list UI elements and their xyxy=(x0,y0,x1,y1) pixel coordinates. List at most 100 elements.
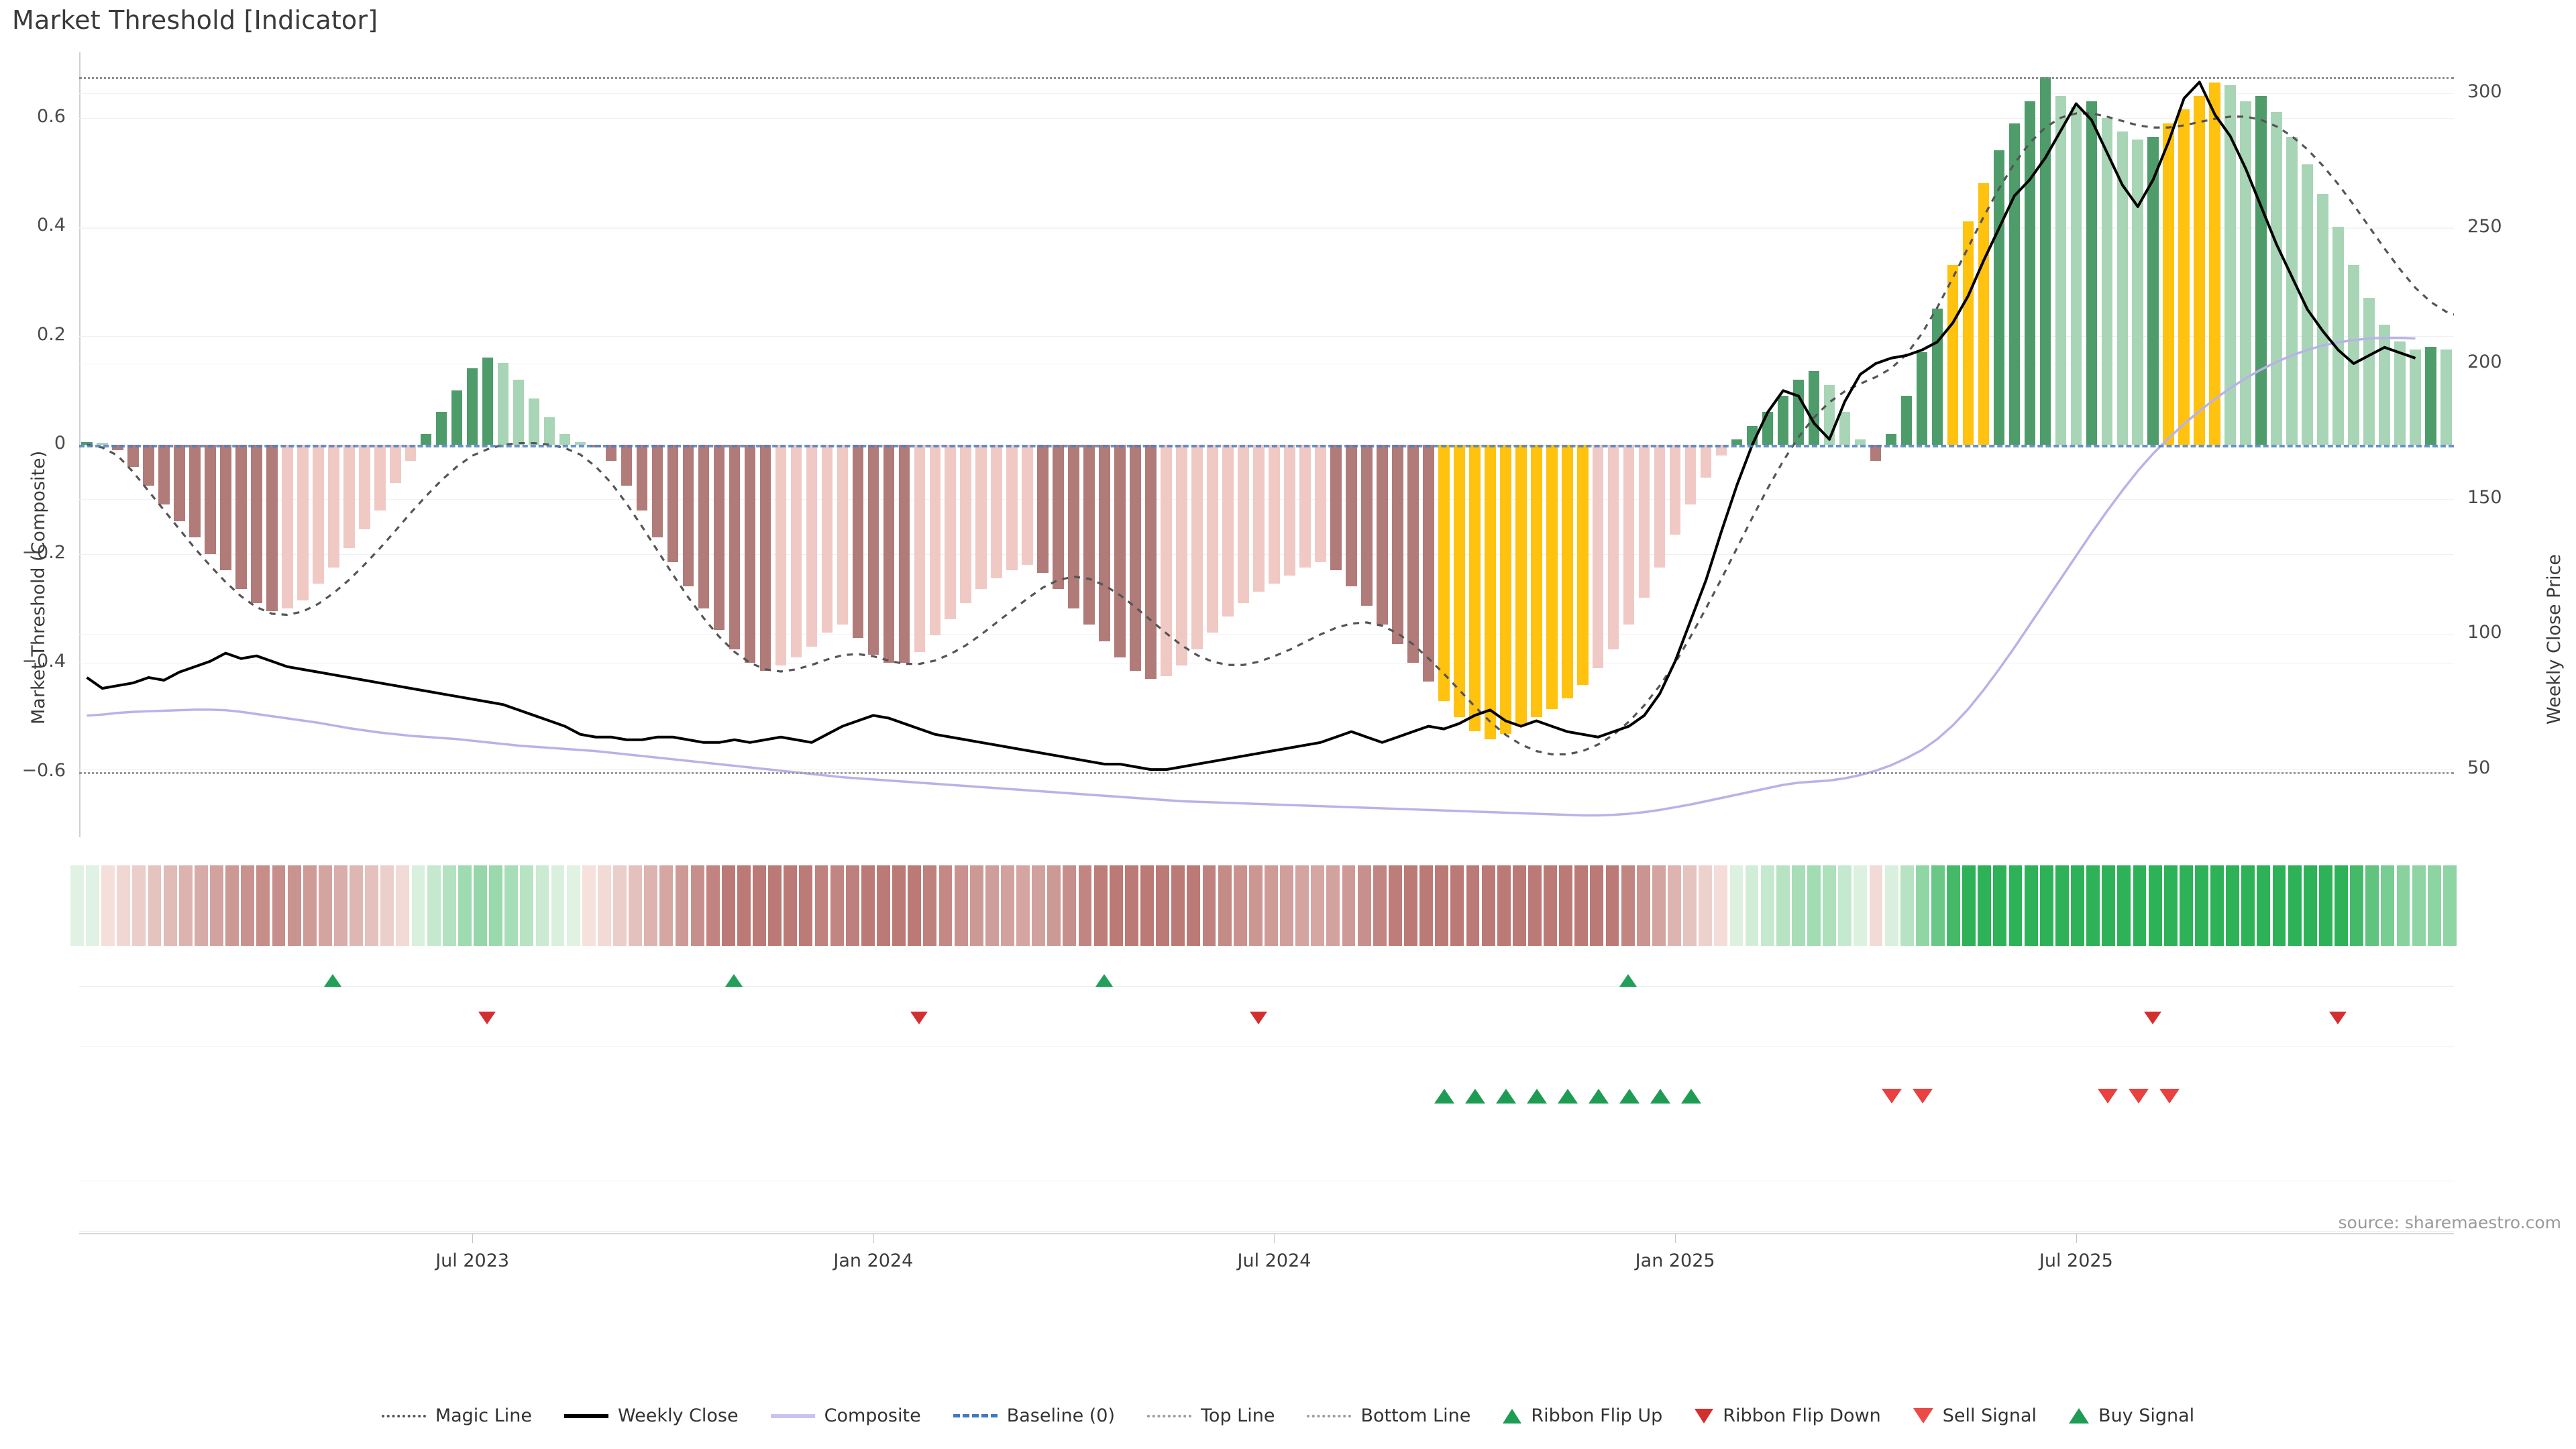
legend-item[interactable]: Magic Line xyxy=(381,1405,532,1426)
histogram-bar xyxy=(2302,164,2313,445)
ribbon-cell xyxy=(814,865,828,946)
ribbon-cell xyxy=(2210,865,2224,946)
ribbon-cell xyxy=(210,865,223,946)
histogram-bar xyxy=(2379,325,2390,445)
histogram-bar xyxy=(1454,445,1465,718)
dotted-line-icon xyxy=(1147,1414,1192,1417)
ribbon-cell xyxy=(1931,865,1945,946)
ribbon-cell xyxy=(1978,865,1992,946)
histogram-bar xyxy=(1715,445,1727,456)
bottom-line xyxy=(79,771,2454,774)
histogram-bar xyxy=(574,441,586,445)
histogram-bar xyxy=(143,445,154,486)
ribbon-cell xyxy=(1450,865,1464,946)
histogram-bar xyxy=(405,445,417,462)
legend-item[interactable]: Buy Signal xyxy=(2069,1405,2194,1426)
histogram-bar xyxy=(528,398,540,445)
ribbon-cell xyxy=(411,865,425,946)
y-tick-right: 200 xyxy=(2467,351,2502,372)
histogram-bar xyxy=(1530,445,1542,718)
histogram-bar xyxy=(435,412,447,445)
ribbon-cell xyxy=(1388,865,1402,946)
ribbon-cell xyxy=(908,865,922,946)
legend-item[interactable]: Composite xyxy=(770,1405,921,1426)
histogram-bar xyxy=(1777,395,1789,445)
y-tick-left: −0.2 xyxy=(21,541,66,563)
histogram-bar xyxy=(1561,445,1573,698)
legend-item[interactable]: Ribbon Flip Down xyxy=(1695,1405,1881,1426)
histogram-bar xyxy=(2116,131,2129,445)
ribbon-cell xyxy=(1326,865,1340,946)
ribbon-cell xyxy=(535,865,549,946)
histogram-bar xyxy=(1361,445,1373,606)
histogram-bar xyxy=(2070,107,2082,445)
ribbon-cell xyxy=(2365,865,2379,946)
ribbon-cell xyxy=(2381,865,2395,946)
ribbon-cell xyxy=(2257,865,2271,946)
ribbon-cell xyxy=(582,865,596,946)
ribbon-cell xyxy=(861,865,875,946)
ribbon-cell xyxy=(2241,865,2255,946)
ribbon-cell xyxy=(1280,865,1293,946)
histogram-bar xyxy=(251,445,262,603)
legend-item[interactable]: Ribbon Flip Up xyxy=(1503,1405,1662,1426)
x-tick xyxy=(1675,1234,1676,1243)
histogram-bar xyxy=(205,445,216,554)
histogram-bar xyxy=(1022,445,1033,565)
ribbon-flip-down-marker xyxy=(910,1012,928,1024)
histogram-bar xyxy=(174,445,185,521)
legend-item-label: Weekly Close xyxy=(618,1405,739,1426)
histogram-bar xyxy=(2240,101,2251,445)
histogram-bar xyxy=(605,445,617,462)
ribbon-cell xyxy=(520,865,534,946)
histogram-bar xyxy=(451,390,463,445)
ribbon-cell xyxy=(2226,865,2240,946)
x-tick xyxy=(1274,1234,1275,1243)
solid-line-icon xyxy=(770,1413,815,1418)
ribbon-cell xyxy=(1093,865,1108,946)
composite-line xyxy=(87,337,2416,817)
ribbon-cell xyxy=(1683,865,1697,946)
ribbon-cell xyxy=(1373,865,1387,946)
ribbon-cell xyxy=(1544,865,1557,946)
ribbon-cell xyxy=(117,865,131,946)
histogram-bar xyxy=(1684,445,1697,505)
ribbon-cell xyxy=(690,865,704,946)
histogram-bar xyxy=(2194,96,2205,445)
ribbon-cell xyxy=(1776,865,1790,946)
histogram-bar xyxy=(1392,445,1403,644)
page-title: Market Threshold [Indicator] xyxy=(12,5,378,35)
histogram-bar xyxy=(2209,82,2220,445)
legend-item[interactable]: Top Line xyxy=(1147,1405,1275,1426)
legend-item[interactable]: Bottom Line xyxy=(1307,1405,1470,1426)
x-tick-label: Jul 2023 xyxy=(435,1250,510,1271)
ribbon-cell xyxy=(1993,865,2007,946)
ribbon-cell xyxy=(1435,865,1449,946)
legend-item[interactable]: Baseline (0) xyxy=(953,1405,1115,1426)
histogram-bar xyxy=(1885,433,1897,445)
ribbon-cell xyxy=(1156,865,1170,946)
histogram-bar xyxy=(806,445,818,647)
ribbon-cell xyxy=(892,865,906,946)
ribbon-cell xyxy=(1109,865,1123,946)
histogram-bar xyxy=(1638,445,1650,598)
legend-item-label: Composite xyxy=(824,1405,921,1426)
histogram-bar xyxy=(389,445,401,483)
ribbon-cell xyxy=(70,865,84,946)
ribbon-cell xyxy=(1512,865,1526,946)
legend-item[interactable]: Weekly Close xyxy=(564,1405,739,1426)
legend-item[interactable]: Sell Signal xyxy=(1913,1405,2037,1426)
ribbon-cell xyxy=(1078,865,1092,946)
histogram-bar xyxy=(1253,445,1265,592)
ribbon-cell xyxy=(784,865,798,946)
ribbon-cell xyxy=(1218,865,1232,946)
ribbon-cell xyxy=(2039,865,2053,946)
ribbon-cell xyxy=(1947,865,1961,946)
histogram-bar xyxy=(945,445,957,619)
gridline-right xyxy=(79,93,2454,94)
histogram-bar xyxy=(482,358,494,445)
x-tick xyxy=(873,1234,874,1243)
gridline-right xyxy=(79,769,2454,771)
y-tick-left: −0.4 xyxy=(21,651,66,672)
ribbon-cell xyxy=(1311,865,1325,946)
